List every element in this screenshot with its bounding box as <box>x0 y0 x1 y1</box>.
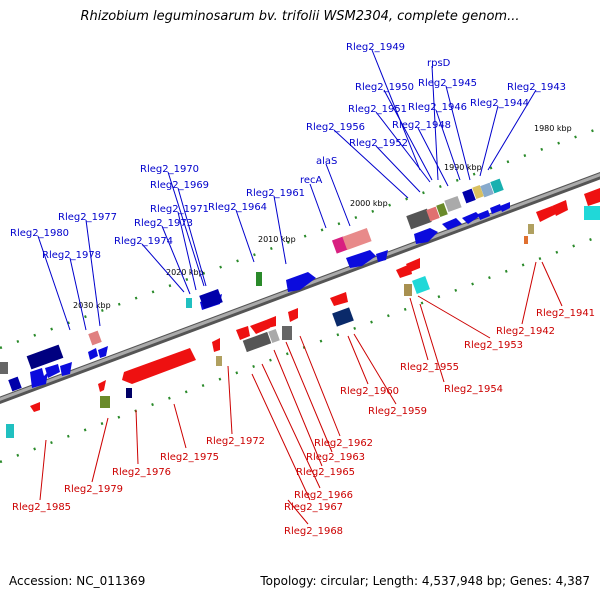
gc-track-outer <box>0 126 600 350</box>
gene-label: Rleg2_1954 <box>444 384 503 395</box>
kbp-label: 1980 kbp <box>534 124 572 133</box>
gene-label: Rleg2_1961 <box>246 188 305 199</box>
gene-label: Rleg2_1941 <box>536 308 595 319</box>
genome-summary: Topology: circular; Length: 4,537,948 bp… <box>260 574 590 588</box>
gene-label: Rleg2_1980 <box>10 228 69 239</box>
reverse-genes <box>6 188 600 438</box>
gene-label: Rleg2_1955 <box>400 362 459 373</box>
gene-label: Rleg2_1964 <box>208 202 267 213</box>
gene-label: Rleg2_1951 <box>348 104 407 115</box>
kbp-label: 2010 kbp <box>258 235 296 244</box>
kbp-label: 1990 kbp <box>444 163 482 172</box>
gene-label: Rleg2_1962 <box>314 438 373 449</box>
gene-label: rpsD <box>427 58 451 69</box>
gene-label: Rleg2_1985 <box>12 502 71 513</box>
gene-label: Rleg2_1971 <box>150 204 209 215</box>
gene-label: Rleg2_1966 <box>294 490 353 501</box>
gene-label: Rleg2_1978 <box>42 250 101 261</box>
gene-label: Rleg2_1945 <box>418 78 477 89</box>
scale-labels: 1980 kbp 1990 kbp 2000 kbp 2010 kbp 2020… <box>73 124 572 310</box>
gene-label: Rleg2_1959 <box>368 406 427 417</box>
gene-label: Rleg2_1968 <box>284 526 343 537</box>
reverse-leader-lines <box>39 261 563 525</box>
gene-label: Rleg2_1963 <box>306 452 365 463</box>
gene-label: Rleg2_1974 <box>114 236 173 247</box>
gene-label: Rleg2_1979 <box>64 484 123 495</box>
gene-label: Rleg2_1950 <box>355 82 414 93</box>
reverse-labels: Rleg2_1941 Rleg2_1942 Rleg2_1953 Rleg2_1… <box>12 308 595 537</box>
forward-labels: Rleg2_1949 rpsD Rleg2_1950 Rleg2_1945 Rl… <box>10 42 566 261</box>
gene-label: Rleg2_1973 <box>134 218 193 229</box>
gene-label: Rleg2_1969 <box>150 180 209 191</box>
gene-label: Rleg2_1972 <box>206 436 265 447</box>
gene-label: Rleg2_1977 <box>58 212 117 223</box>
gene-label: Rleg2_1967 <box>284 502 343 513</box>
gene-label: Rleg2_1946 <box>408 102 467 113</box>
gene-label: Rleg2_1965 <box>296 467 355 478</box>
kbp-label: 2000 kbp <box>350 199 388 208</box>
gene-label: Rleg2_1976 <box>112 467 171 478</box>
gene-label: Rleg2_1949 <box>346 42 405 53</box>
gene-label: Rleg2_1975 <box>160 452 219 463</box>
gene-label: Rleg2_1948 <box>392 120 451 131</box>
gene-label: alaS <box>316 156 337 167</box>
gene-label: Rleg2_1942 <box>496 326 555 337</box>
forward-genes <box>0 178 510 392</box>
kbp-label: 2030 kbp <box>73 301 111 310</box>
map-title: Rhizobium leguminosarum bv. trifolii WSM… <box>80 9 520 24</box>
gene-label: Rleg2_1953 <box>464 340 523 351</box>
accession: Accession: NC_011369 <box>9 574 146 588</box>
gene-label: Rleg2_1944 <box>470 98 529 109</box>
gene-label: recA <box>300 175 323 186</box>
forward-leader-lines <box>37 49 537 331</box>
gene-label: Rleg2_1952 <box>349 138 408 149</box>
gene-label: Rleg2_1960 <box>340 386 399 397</box>
kbp-label: 2020 kbp <box>166 268 204 277</box>
gene-label: Rleg2_1956 <box>306 122 365 133</box>
gene-label: Rleg2_1970 <box>140 164 199 175</box>
gene-label: Rleg2_1943 <box>507 82 566 93</box>
